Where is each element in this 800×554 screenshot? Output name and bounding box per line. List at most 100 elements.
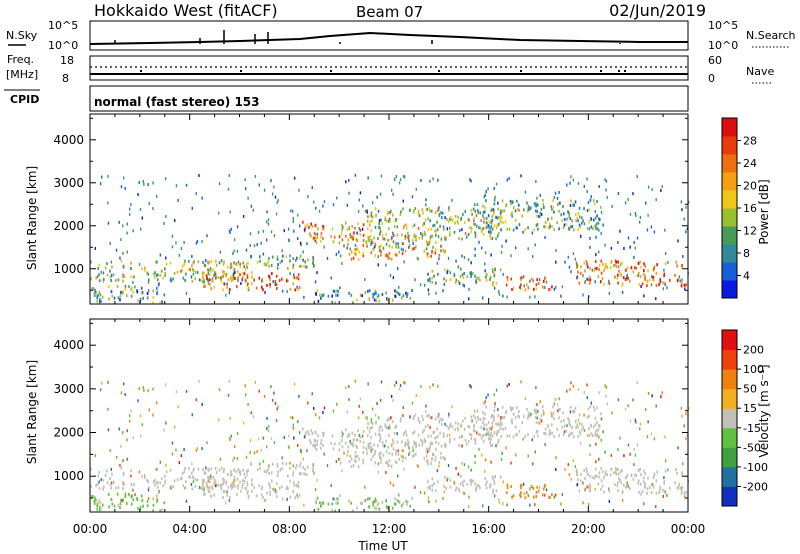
power-cell (222, 282, 225, 286)
power-cell (370, 212, 373, 216)
power-cell (374, 242, 377, 246)
power-cell (603, 268, 605, 272)
velocity-cell (530, 485, 533, 489)
power-cell (336, 289, 338, 293)
velocity-cell (257, 437, 260, 441)
power-cell (322, 293, 324, 297)
power-cell (307, 195, 309, 199)
velocity-cell (341, 435, 343, 439)
power-cell (611, 204, 613, 208)
power-cell (660, 188, 662, 192)
power-cell (472, 272, 474, 276)
velocity-cell (317, 507, 320, 511)
velocity-cell (562, 411, 564, 415)
velocity-cell (575, 425, 577, 429)
velocity-cell (579, 479, 582, 483)
velocity-cell (485, 405, 487, 409)
velocity-cell (635, 474, 638, 478)
power-cell (340, 232, 343, 236)
power-cell (470, 261, 472, 265)
velocity-cell (594, 487, 596, 491)
power-cell (492, 208, 494, 212)
colorbar-tick-label: 20 (743, 180, 757, 193)
velocity-cell (559, 407, 561, 411)
velocity-cell (565, 429, 567, 433)
power-cell (489, 277, 491, 281)
power-cell (396, 233, 399, 237)
power-cell (668, 278, 671, 282)
velocity-cell (480, 436, 483, 440)
power-cell (395, 253, 398, 257)
velocity-cell (388, 459, 391, 463)
power-cell (583, 261, 586, 265)
velocity-cell (262, 495, 264, 499)
power-cell (537, 203, 539, 207)
power-cell (208, 268, 210, 272)
power-cell (402, 207, 404, 211)
velocity-cell (520, 486, 522, 490)
velocity-cell (588, 414, 590, 418)
power-cell (142, 296, 144, 300)
velocity-cell (484, 476, 486, 480)
power-cell (275, 274, 278, 278)
power-cell (126, 250, 128, 254)
velocity-cell (314, 431, 317, 435)
power-cell (275, 287, 278, 291)
power-cell (659, 280, 662, 284)
power-cell (421, 234, 424, 238)
power-cell (373, 236, 375, 240)
power-cell (594, 224, 597, 228)
velocity-cell (239, 480, 241, 484)
velocity-cell (233, 468, 235, 472)
power-cell (589, 275, 591, 279)
power-cell (445, 279, 447, 283)
power-cell (192, 267, 194, 271)
power-cell (519, 287, 522, 291)
power-cell (290, 209, 292, 213)
velocity-cell (415, 394, 418, 398)
power-cell (322, 227, 325, 231)
velocity-cell (633, 463, 635, 467)
power-cell (497, 223, 500, 227)
colorbar-tick-label: 15 (743, 402, 757, 415)
velocity-cell (535, 430, 538, 434)
power-cell (438, 212, 441, 216)
power-cell (680, 284, 683, 288)
power-cell (338, 235, 341, 239)
power-cell (372, 292, 374, 296)
velocity-cell (266, 427, 268, 431)
velocity-cell (489, 437, 491, 441)
power-cell (490, 221, 493, 225)
velocity-cell (130, 469, 132, 473)
velocity-cell (143, 476, 146, 480)
velocity-cell (192, 475, 194, 479)
colorbar-segment (722, 118, 737, 137)
power-cell (440, 211, 442, 215)
velocity-cell (309, 439, 311, 443)
power-cell (413, 223, 416, 227)
velocity-cell (331, 434, 334, 438)
velocity-cell (352, 444, 354, 448)
power-cell (535, 204, 538, 208)
velocity-cell (331, 502, 334, 506)
velocity-cell (230, 486, 233, 490)
power-cell (138, 263, 141, 267)
power-cell (594, 260, 597, 264)
power-cell (294, 288, 297, 292)
velocity-cell (119, 506, 121, 510)
velocity-cell (333, 497, 336, 501)
velocity-cell (140, 494, 143, 498)
velocity-cell (226, 472, 229, 476)
velocity-cell (348, 499, 350, 503)
velocity-cell (432, 431, 434, 435)
velocity-cell (201, 402, 203, 406)
power-cell (470, 275, 472, 279)
velocity-cell (653, 437, 656, 441)
power-cell (139, 207, 142, 211)
velocity-cell (354, 433, 356, 437)
power-cell (531, 231, 534, 235)
power-cell (375, 214, 377, 218)
power-cell (292, 220, 295, 224)
power-cell (442, 225, 445, 229)
power-cell (194, 270, 197, 274)
